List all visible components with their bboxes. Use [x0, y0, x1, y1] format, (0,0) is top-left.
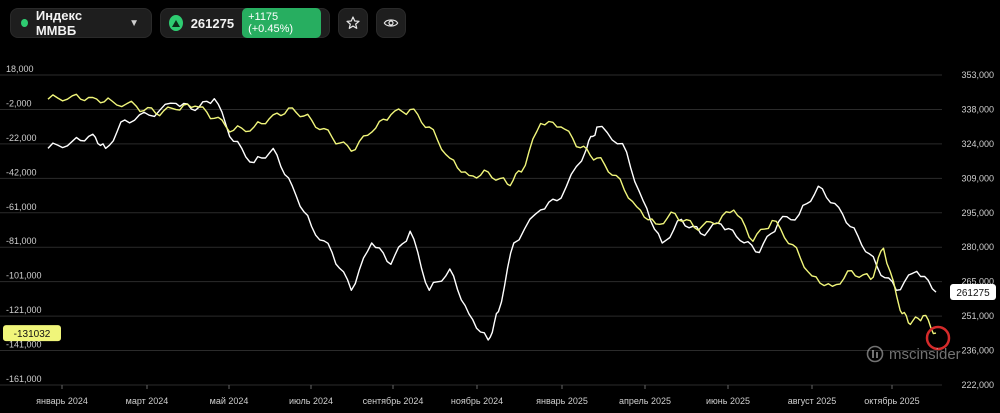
y-tick-right: 338,000 — [961, 104, 994, 114]
index-selector[interactable]: Индекс ММВБ ▼ — [10, 8, 152, 38]
y-tick-right: 353,000 — [961, 70, 994, 80]
series-line-white — [47, 98, 937, 341]
status-dot — [21, 19, 28, 27]
x-tick-label: май 2024 — [210, 396, 249, 406]
arrow-up-icon — [169, 15, 183, 31]
x-tick-label: январь 2024 — [36, 396, 88, 406]
toolbar: Индекс ММВБ ▼ 261275 +1175 (+0.45%) — [10, 8, 406, 40]
highlight-circle — [925, 325, 951, 351]
watermark-text: mscinsider — [889, 345, 961, 363]
y-tick-right: 309,000 — [961, 173, 994, 183]
price-box: 261275 +1175 (+0.45%) — [160, 8, 330, 38]
msc-logo-icon — [866, 345, 884, 363]
x-tick-label: апрель 2025 — [619, 396, 671, 406]
y-tick-left: 18,000 — [6, 64, 34, 74]
y-tick-left: -42,000 — [6, 167, 37, 177]
x-tick-label: июнь 2025 — [706, 396, 750, 406]
eye-icon — [383, 19, 399, 27]
favorite-button[interactable] — [338, 8, 368, 38]
last-value-label-right: 261275 — [956, 288, 990, 299]
view-button[interactable] — [376, 8, 406, 38]
y-tick-left: -22,000 — [6, 133, 37, 143]
current-price: 261275 — [190, 15, 235, 31]
watermark: mscinsider — [866, 345, 961, 363]
x-tick-label: октябрь 2025 — [864, 396, 919, 406]
last-value-badge-left — [3, 325, 61, 342]
y-tick-left: -81,000 — [6, 236, 37, 246]
y-tick-left: -61,000 — [6, 202, 37, 212]
change-badge: +1175 (+0.45%) — [242, 8, 321, 38]
chevron-down-icon: ▼ — [129, 17, 139, 29]
last-value-badge-right — [950, 284, 996, 301]
y-tick-left: -101,000 — [6, 271, 42, 281]
index-name: Индекс ММВБ — [35, 8, 83, 38]
y-tick-right: 280,000 — [961, 242, 994, 252]
last-value-label-left: -131032 — [14, 329, 51, 340]
y-tick-right: 251,000 — [961, 311, 994, 321]
y-tick-right: 324,000 — [961, 139, 994, 149]
x-tick-label: июль 2024 — [289, 396, 333, 406]
x-tick-label: ноябрь 2024 — [451, 396, 503, 406]
y-tick-right: 295,000 — [961, 208, 994, 218]
y-tick-right: 236,000 — [961, 346, 994, 356]
y-tick-right: 265,000 — [961, 277, 994, 287]
series-line-yellow — [47, 93, 937, 335]
y-tick-left: -161,000 — [6, 374, 42, 384]
x-tick-label: сентябрь 2024 — [363, 396, 424, 406]
x-tick-label: январь 2025 — [536, 396, 588, 406]
y-tick-left: -141,000 — [6, 340, 42, 350]
y-tick-left: -121,000 — [6, 305, 42, 315]
y-tick-right: 222,000 — [961, 380, 994, 390]
x-tick-label: август 2025 — [788, 396, 837, 406]
y-tick-left: -2,000 — [6, 98, 32, 108]
x-tick-label: март 2024 — [126, 396, 169, 406]
star-icon — [346, 16, 360, 29]
